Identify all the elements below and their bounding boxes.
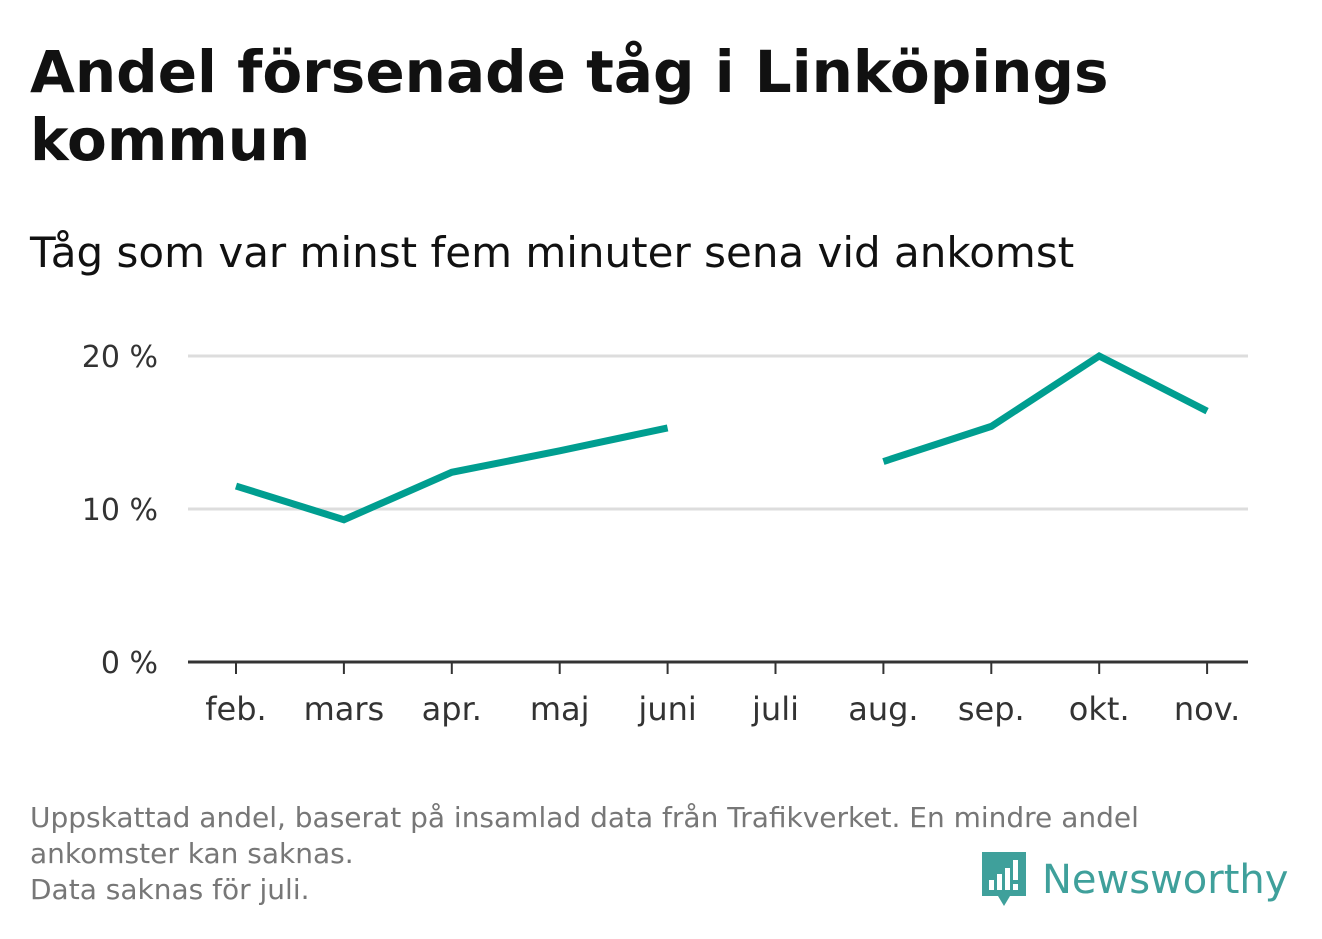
line-chart: 0 % 10 % 20 % feb. mars apr. maj juni juli aug. se… — [82, 340, 1248, 728]
x-tick-label: apr. — [422, 690, 482, 728]
x-tick-label: mars — [304, 690, 385, 728]
y-tick-label: 20 % — [82, 340, 158, 375]
footnote: Uppskattad andel, baserat på insamlad da… — [30, 800, 1280, 908]
series-line — [882, 351, 1209, 465]
logo-text: Newsworthy — [1042, 857, 1289, 903]
x-tick-label: maj — [530, 690, 590, 728]
x-tick-label: aug. — [848, 690, 918, 728]
chart-subtitle: Tåg som var minst fem minuter sena vid a… — [30, 228, 1075, 277]
chart-title: Andel försenade tåg i Linköpings kommun — [30, 38, 1109, 174]
x-tick-label: juni — [637, 690, 696, 728]
x-tick-label: okt. — [1069, 690, 1130, 728]
newsworthy-logo-icon — [982, 852, 1026, 906]
footnote-line: Data saknas för juli. — [30, 873, 310, 906]
footnote-line: Uppskattad andel, baserat på insamlad da… — [30, 801, 1139, 834]
x-tick-label: feb. — [205, 690, 266, 728]
footnote-line: ankomster kan saknas. — [30, 837, 354, 870]
x-tick-label: nov. — [1174, 690, 1240, 728]
newsworthy-logo: Newsworthy — [980, 850, 1288, 910]
x-tick-label: sep. — [958, 690, 1025, 728]
y-tick-label: 0 % — [101, 646, 158, 681]
y-tick-label: 10 % — [82, 493, 158, 528]
x-tick-label: juli — [751, 690, 799, 728]
series-line — [234, 424, 669, 524]
